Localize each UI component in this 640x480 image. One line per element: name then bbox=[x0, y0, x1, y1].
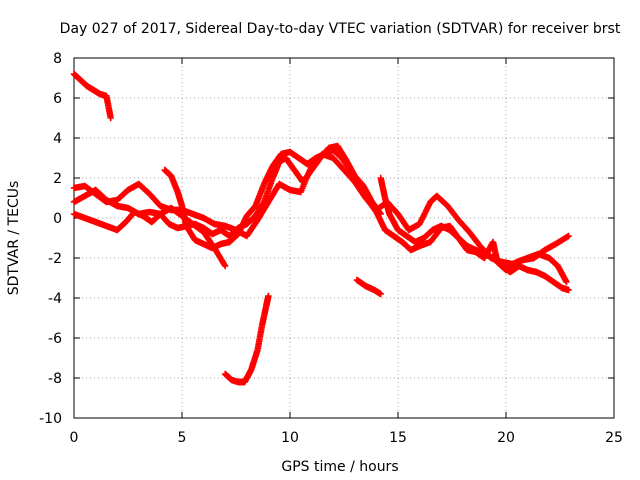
grid-lines bbox=[74, 58, 614, 418]
data-point bbox=[222, 262, 229, 270]
y-tick-label: -6 bbox=[48, 331, 62, 347]
y-tick-label: 0 bbox=[53, 211, 62, 227]
chart-title: Day 027 of 2017, Sidereal Day-to-day VTE… bbox=[60, 21, 621, 37]
x-tick-label: 15 bbox=[389, 430, 407, 446]
x-tick-label: 0 bbox=[70, 430, 79, 446]
x-tick-label: 25 bbox=[605, 430, 623, 446]
series-track-f bbox=[222, 292, 272, 386]
y-tick-label: -2 bbox=[48, 251, 62, 267]
series-track-g bbox=[353, 276, 384, 298]
data-points bbox=[70, 70, 572, 386]
y-tick-label: -8 bbox=[48, 371, 62, 387]
series-track-h bbox=[377, 174, 570, 286]
y-tick-label: 6 bbox=[53, 91, 62, 107]
y-tick-label: -10 bbox=[39, 411, 62, 427]
y-tick-label: 8 bbox=[53, 51, 62, 67]
y-axis-label: SDTVAR / TECUs bbox=[6, 181, 22, 296]
x-tick-label: 5 bbox=[178, 430, 187, 446]
plot-frame bbox=[73, 57, 615, 419]
data-point bbox=[377, 290, 384, 298]
x-tick-label: 20 bbox=[497, 430, 515, 446]
series-track-a bbox=[70, 70, 114, 122]
data-point bbox=[563, 278, 570, 286]
data-point bbox=[107, 114, 114, 122]
y-tick-label: 2 bbox=[53, 171, 62, 187]
axis-ticks: 0 5 10 15 20 25 -10 -8 -6 -4 -2 0 2 4 6 8 bbox=[39, 51, 623, 446]
x-axis-label: GPS time / hours bbox=[281, 459, 398, 475]
x-tick-label: 10 bbox=[281, 430, 299, 446]
series-track-e bbox=[161, 146, 572, 294]
y-tick-label: -4 bbox=[48, 291, 62, 307]
data-point bbox=[565, 232, 572, 240]
data-point bbox=[265, 292, 272, 300]
data-point bbox=[565, 286, 572, 294]
y-tick-label: 4 bbox=[53, 131, 62, 147]
